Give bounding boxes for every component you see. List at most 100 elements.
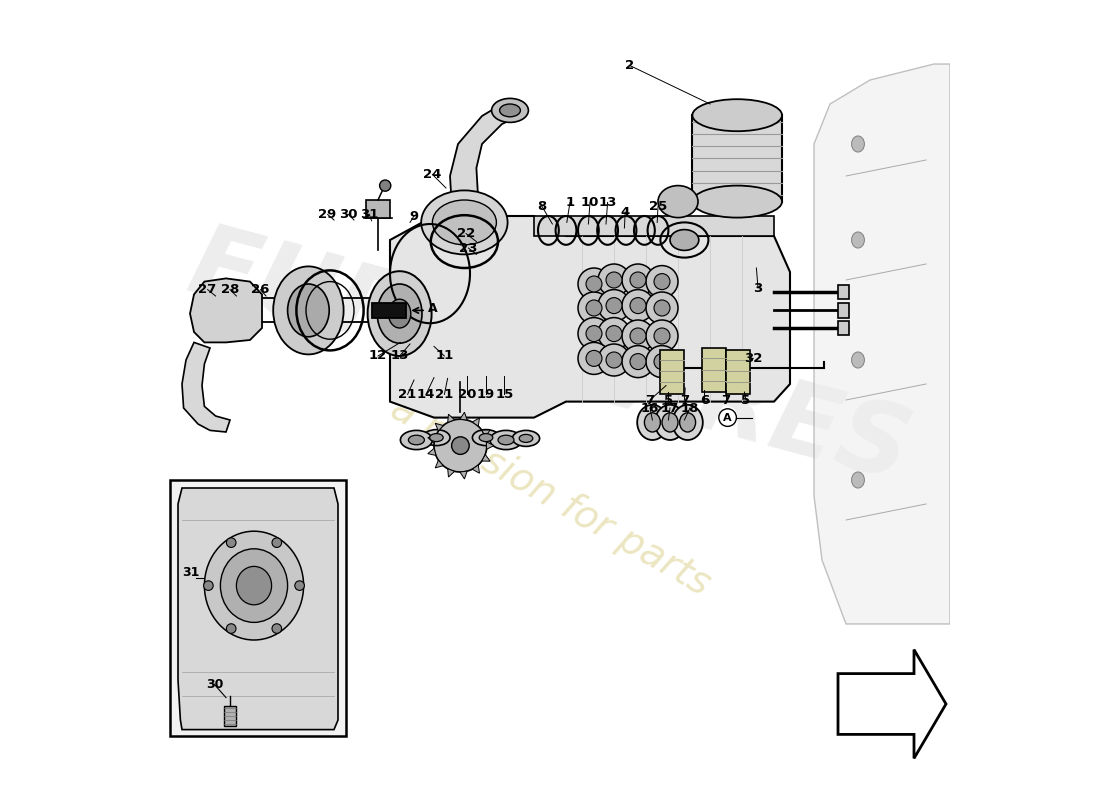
Polygon shape <box>482 430 491 437</box>
Text: 7: 7 <box>646 394 654 406</box>
Ellipse shape <box>692 99 782 131</box>
Text: 21: 21 <box>436 388 453 401</box>
Text: A: A <box>724 413 732 422</box>
Ellipse shape <box>205 531 304 640</box>
Ellipse shape <box>851 352 865 368</box>
Polygon shape <box>436 423 443 431</box>
Ellipse shape <box>422 430 450 446</box>
Ellipse shape <box>630 272 646 288</box>
Bar <box>838 303 849 318</box>
Text: 13: 13 <box>598 196 617 209</box>
Ellipse shape <box>630 328 646 344</box>
Polygon shape <box>448 414 454 422</box>
Ellipse shape <box>519 434 532 442</box>
Text: 8: 8 <box>538 200 547 213</box>
Text: 19: 19 <box>477 388 495 401</box>
Text: 3: 3 <box>754 282 762 294</box>
Ellipse shape <box>379 180 390 191</box>
Text: 17: 17 <box>661 402 679 414</box>
Ellipse shape <box>658 186 698 218</box>
Polygon shape <box>472 418 480 426</box>
Ellipse shape <box>621 346 654 378</box>
Ellipse shape <box>630 354 646 370</box>
Bar <box>366 200 390 218</box>
Polygon shape <box>178 488 338 730</box>
Ellipse shape <box>851 472 865 488</box>
Text: 28: 28 <box>221 283 239 296</box>
Text: 32: 32 <box>744 352 762 365</box>
Ellipse shape <box>598 318 630 350</box>
Ellipse shape <box>598 264 630 296</box>
Bar <box>373 303 406 318</box>
Text: 31: 31 <box>360 208 378 221</box>
Bar <box>170 480 346 736</box>
Bar <box>692 115 782 202</box>
Text: 20: 20 <box>458 388 476 401</box>
Ellipse shape <box>513 430 540 446</box>
Ellipse shape <box>499 104 520 117</box>
Text: 23: 23 <box>459 242 477 254</box>
Ellipse shape <box>654 328 670 344</box>
Text: A: A <box>428 302 438 315</box>
Ellipse shape <box>295 581 305 590</box>
Ellipse shape <box>578 342 610 374</box>
Text: 15: 15 <box>495 388 514 401</box>
Ellipse shape <box>621 290 654 322</box>
Text: 13: 13 <box>390 350 409 362</box>
Text: 10: 10 <box>581 196 600 209</box>
Polygon shape <box>472 465 480 474</box>
Bar <box>660 350 684 394</box>
Ellipse shape <box>586 326 602 342</box>
Text: 7: 7 <box>680 394 689 406</box>
Ellipse shape <box>646 266 678 298</box>
Polygon shape <box>838 650 946 758</box>
Ellipse shape <box>851 232 865 248</box>
Text: 5: 5 <box>741 394 750 406</box>
Ellipse shape <box>670 230 698 250</box>
Ellipse shape <box>672 405 703 440</box>
Polygon shape <box>428 436 436 443</box>
Ellipse shape <box>367 271 431 356</box>
Polygon shape <box>534 216 774 236</box>
Ellipse shape <box>480 434 493 442</box>
Polygon shape <box>448 469 454 477</box>
Ellipse shape <box>586 350 602 366</box>
Text: 29: 29 <box>319 208 337 221</box>
Bar <box>223 706 236 726</box>
Text: 4: 4 <box>620 206 630 218</box>
Text: 5: 5 <box>663 394 673 406</box>
Text: 24: 24 <box>424 168 441 181</box>
Ellipse shape <box>654 300 670 316</box>
Ellipse shape <box>408 435 425 445</box>
Text: 26: 26 <box>251 283 270 296</box>
Text: 2: 2 <box>626 59 635 72</box>
Bar <box>702 348 726 392</box>
Ellipse shape <box>654 274 670 290</box>
Ellipse shape <box>621 320 654 352</box>
Ellipse shape <box>452 437 470 454</box>
Ellipse shape <box>430 434 443 442</box>
Ellipse shape <box>654 405 685 440</box>
Ellipse shape <box>680 413 695 432</box>
Text: 31: 31 <box>182 566 199 578</box>
Bar <box>838 285 849 299</box>
Polygon shape <box>450 104 519 224</box>
Text: 30: 30 <box>339 208 358 221</box>
Ellipse shape <box>272 538 282 547</box>
Polygon shape <box>460 471 467 479</box>
Ellipse shape <box>272 624 282 634</box>
Ellipse shape <box>388 299 410 328</box>
Polygon shape <box>182 342 230 432</box>
Polygon shape <box>460 412 467 420</box>
Ellipse shape <box>400 430 432 450</box>
Polygon shape <box>428 448 436 455</box>
Polygon shape <box>486 442 494 450</box>
Ellipse shape <box>586 300 602 316</box>
Text: 21: 21 <box>398 388 417 401</box>
Polygon shape <box>190 278 262 342</box>
Ellipse shape <box>578 292 610 324</box>
Ellipse shape <box>236 566 272 605</box>
Ellipse shape <box>204 581 213 590</box>
Text: 14: 14 <box>417 388 436 401</box>
Text: 6: 6 <box>700 394 710 406</box>
